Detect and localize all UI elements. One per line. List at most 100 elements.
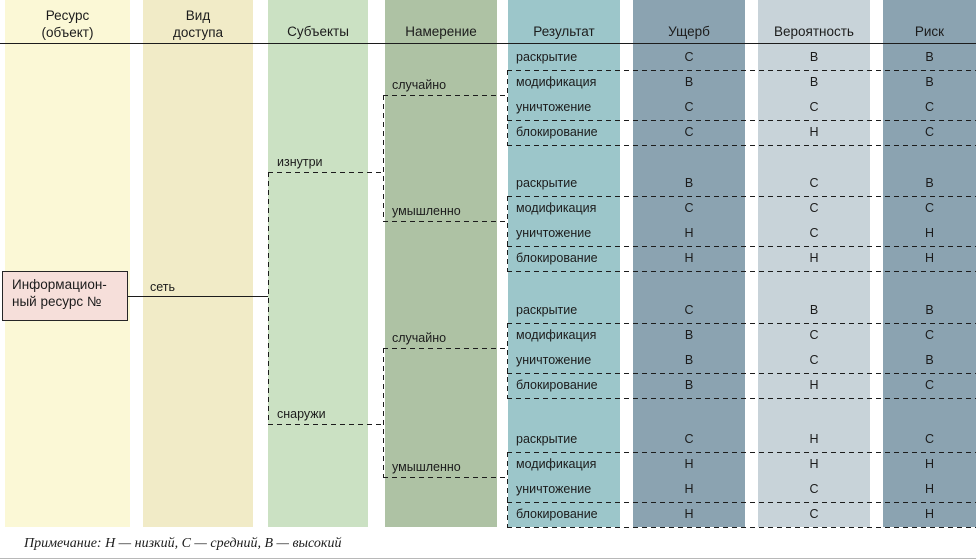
row-separator [507, 502, 976, 503]
intention-deliberate-2-label: умышленно [392, 460, 461, 474]
column-band-probability [758, 0, 870, 527]
risk-cell: В [925, 75, 934, 89]
connector-intention-vertical-outside [383, 348, 384, 478]
probability-cell: В [809, 50, 819, 64]
header-probability: Вероятность [774, 24, 854, 39]
result-cell: раскрытие [516, 432, 578, 446]
bracket-group-3 [507, 323, 508, 399]
header-risk: Риск [914, 24, 945, 39]
result-row: блокирование С Н С [0, 120, 976, 145]
damage-cell: Н [684, 482, 694, 496]
result-cell: модификация [516, 75, 597, 89]
result-cell: модификация [516, 201, 597, 215]
probability-cell: Н [809, 125, 819, 139]
result-cell: блокирование [516, 125, 598, 139]
result-row: модификация С С С [0, 196, 976, 221]
header-rule [0, 43, 976, 44]
column-band-damage [633, 0, 745, 527]
result-row: модификация Н Н Н [0, 452, 976, 477]
result-cell: уничтожение [516, 482, 592, 496]
connector-deliberate-2-branch [383, 477, 507, 478]
damage-cell: В [684, 176, 694, 190]
damage-cell: С [684, 303, 694, 317]
probability-cell: С [809, 176, 819, 190]
result-cell: блокирование [516, 507, 598, 521]
damage-cell: Н [684, 226, 694, 240]
connector-deliberate-1-branch [383, 221, 507, 222]
connector-accidental-1-branch [383, 95, 507, 96]
row-separator [507, 70, 976, 71]
result-row: уничтожение В С В [0, 348, 976, 373]
risk-cell: С [924, 125, 935, 139]
risk-cell: Н [924, 457, 935, 471]
result-row: раскрытие С Н С [0, 427, 976, 452]
column-band-access [143, 0, 253, 527]
column-band-intention [385, 0, 497, 527]
result-cell: раскрытие [516, 50, 578, 64]
probability-cell: Н [809, 457, 819, 471]
damage-cell: С [684, 201, 694, 215]
result-cell: раскрытие [516, 176, 578, 190]
row-separator [507, 145, 976, 146]
risk-cell: С [924, 432, 935, 446]
result-row: блокирование Н Н Н [0, 246, 976, 271]
result-cell: блокирование [516, 378, 598, 392]
access-type-label: сеть [150, 280, 176, 294]
row-separator [507, 120, 976, 121]
resource-box: Информацион- ный ресурс № [2, 271, 128, 321]
damage-cell: Н [684, 251, 694, 265]
damage-cell: Н [684, 507, 694, 521]
risk-cell: В [925, 176, 934, 190]
result-cell: раскрытие [516, 303, 578, 317]
risk-cell: С [924, 100, 935, 114]
row-separator [507, 373, 976, 374]
row-separator [507, 398, 976, 399]
result-row: модификация В В В [0, 70, 976, 95]
subject-outside-label: снаружи [277, 407, 326, 421]
row-separator [507, 246, 976, 247]
row-separator [507, 196, 976, 197]
risk-cell: С [924, 328, 935, 342]
header-damage: Ущерб [668, 24, 710, 39]
result-cell: уничтожение [516, 353, 592, 367]
column-band-resource [5, 0, 130, 527]
column-band-risk [883, 0, 976, 527]
probability-cell: С [809, 482, 819, 496]
damage-cell: В [684, 353, 694, 367]
probability-cell: В [809, 303, 819, 317]
header-intention: Намерение [405, 24, 477, 39]
result-row: блокирование Н С Н [0, 502, 976, 527]
damage-cell: Н [684, 457, 694, 471]
probability-cell: Н [809, 378, 819, 392]
result-row: раскрытие С В В [0, 45, 976, 70]
probability-cell: С [809, 353, 819, 367]
result-row: раскрытие С В В [0, 298, 976, 323]
probability-cell: С [809, 507, 819, 521]
damage-cell: С [684, 100, 694, 114]
header-result: Результат [533, 24, 595, 39]
resource-box-label: ный ресурс № [12, 293, 102, 309]
damage-cell: В [684, 75, 694, 89]
bracket-group-2 [507, 196, 508, 272]
column-band-result [508, 0, 620, 527]
probability-cell: С [809, 100, 819, 114]
bottom-rule [0, 558, 976, 559]
bracket-group-4 [507, 452, 508, 528]
column-band-subjects [268, 0, 368, 527]
connector-subjects-vertical [268, 172, 269, 424]
intention-accidental-2-label: случайно [392, 331, 447, 345]
risk-cell: В [925, 353, 934, 367]
risk-cell: Н [924, 507, 935, 521]
risk-cell: С [924, 378, 935, 392]
damage-cell: В [684, 328, 694, 342]
result-cell: уничтожение [516, 226, 592, 240]
risk-cell: С [924, 201, 935, 215]
damage-cell: В [684, 378, 694, 392]
result-row: раскрытие В С В [0, 171, 976, 196]
risk-cell: В [925, 50, 934, 64]
row-separator [507, 271, 976, 272]
result-row: блокирование В Н С [0, 373, 976, 398]
result-row: уничтожение С С С [0, 95, 976, 120]
resource-box-label: Информацион- [12, 277, 107, 292]
